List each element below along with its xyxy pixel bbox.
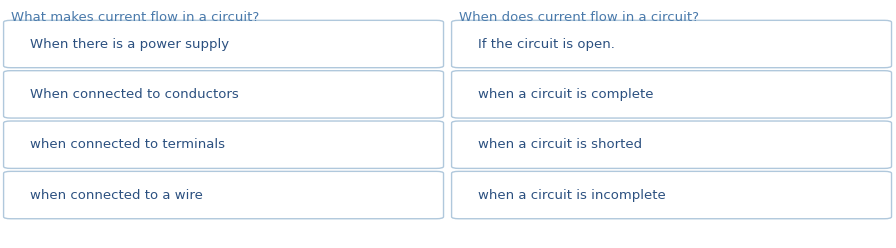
FancyBboxPatch shape <box>452 20 892 68</box>
Text: What makes current flow in a circuit?: What makes current flow in a circuit? <box>11 11 259 24</box>
Text: when a circuit is shorted: when a circuit is shorted <box>478 138 642 151</box>
FancyBboxPatch shape <box>4 171 444 219</box>
Text: When does current flow in a circuit?: When does current flow in a circuit? <box>459 11 699 24</box>
Text: when connected to terminals: when connected to terminals <box>30 138 226 151</box>
FancyBboxPatch shape <box>4 20 444 68</box>
FancyBboxPatch shape <box>4 121 444 168</box>
FancyBboxPatch shape <box>452 71 892 118</box>
FancyBboxPatch shape <box>4 71 444 118</box>
FancyBboxPatch shape <box>452 121 892 168</box>
Text: when connected to a wire: when connected to a wire <box>30 188 203 202</box>
Text: When connected to conductors: When connected to conductors <box>30 88 239 101</box>
Text: If the circuit is open.: If the circuit is open. <box>478 37 616 51</box>
Text: when a circuit is complete: when a circuit is complete <box>478 88 654 101</box>
Text: when a circuit is incomplete: when a circuit is incomplete <box>478 188 667 202</box>
FancyBboxPatch shape <box>452 171 892 219</box>
Text: When there is a power supply: When there is a power supply <box>30 37 229 51</box>
